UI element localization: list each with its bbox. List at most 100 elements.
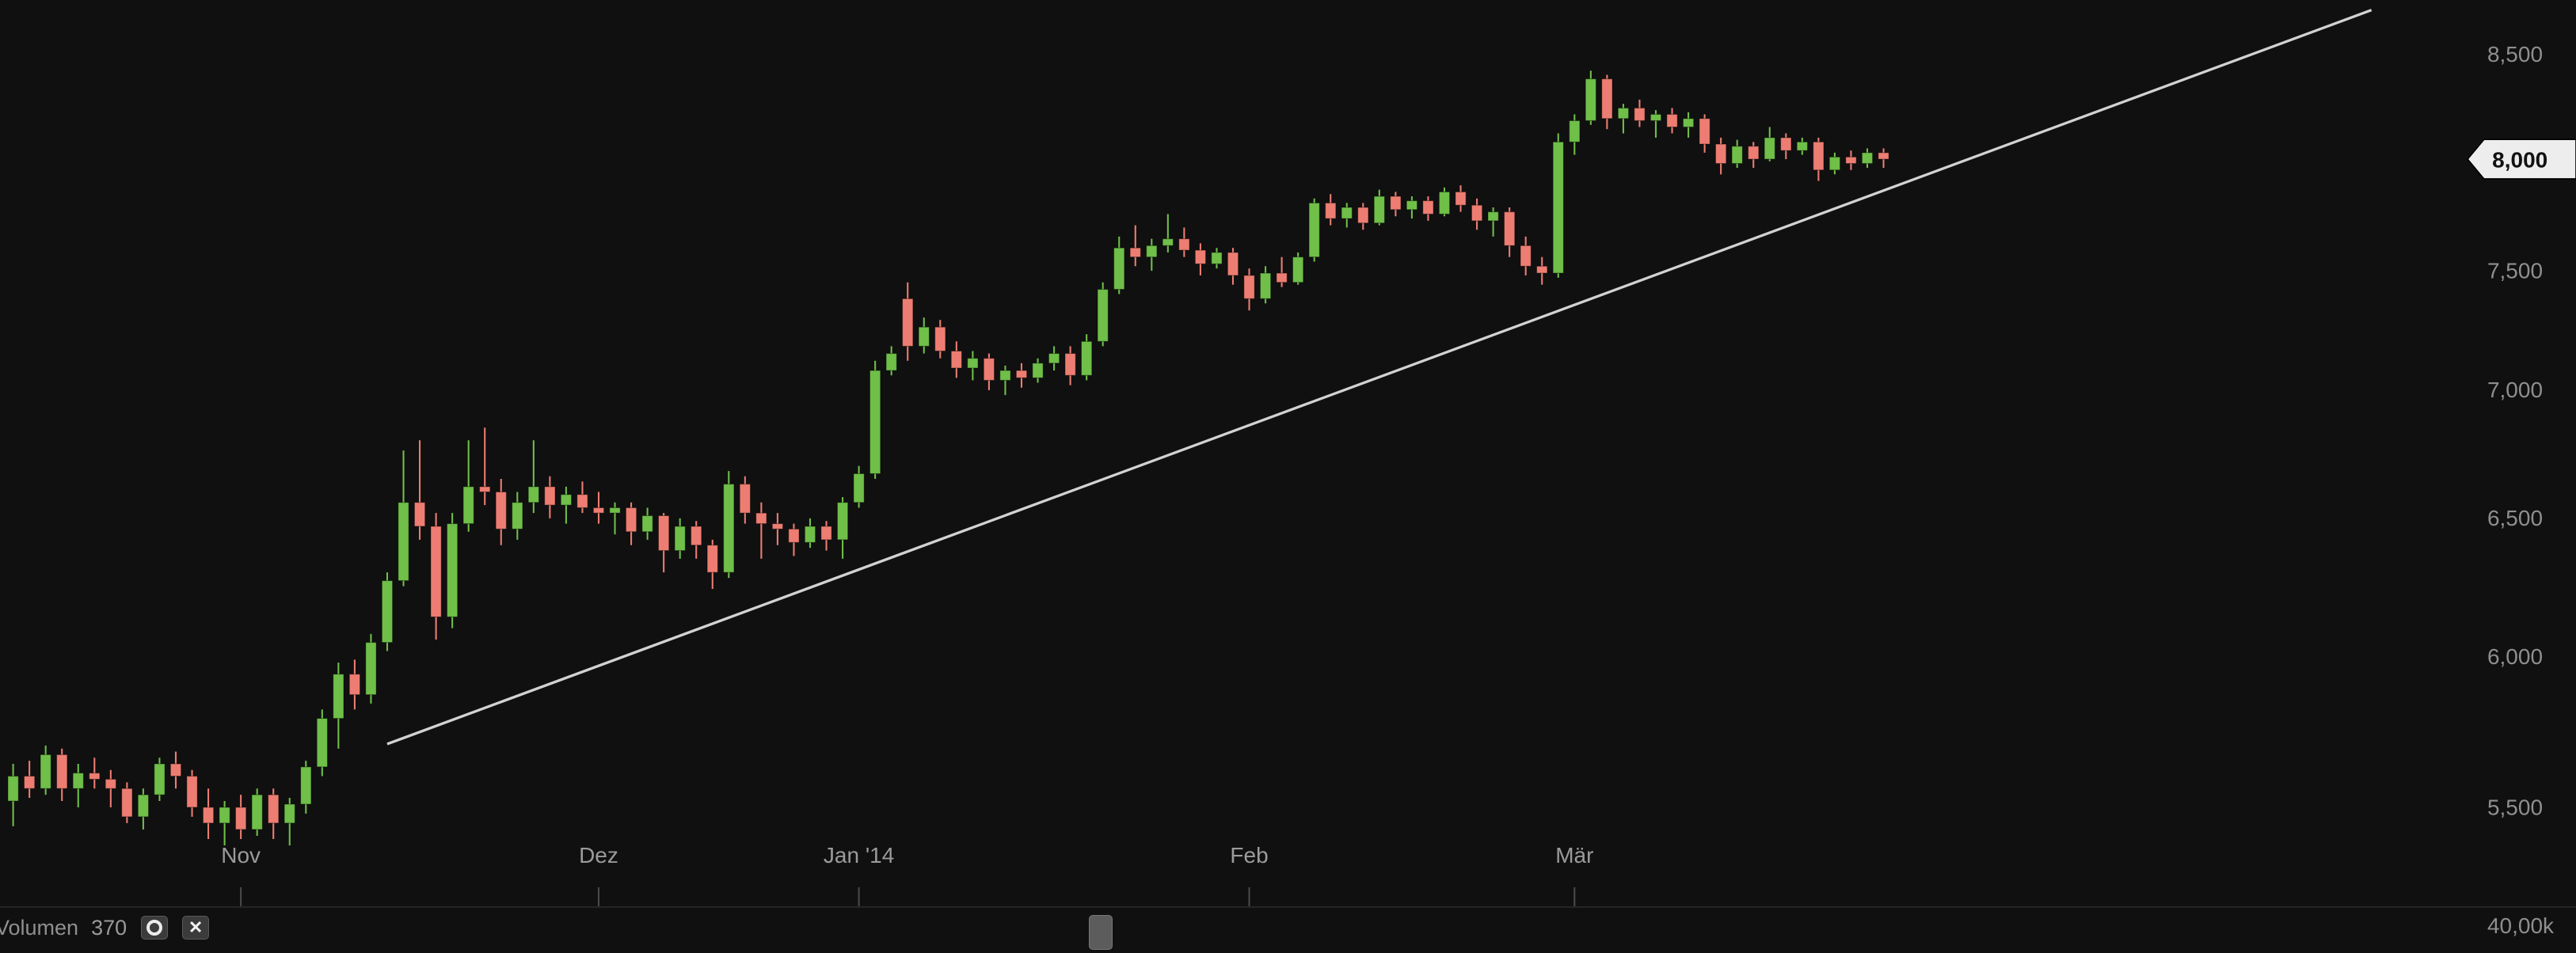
- indicator-remove-button[interactable]: ✕: [182, 916, 210, 940]
- candle-body: [1569, 120, 1581, 142]
- candle-body: [1520, 245, 1532, 267]
- candle-body: [999, 370, 1011, 381]
- candle-body: [820, 526, 832, 541]
- candle-body: [365, 642, 377, 696]
- candle-body: [316, 718, 328, 768]
- candle-body: [739, 484, 751, 514]
- candle-body: [1032, 363, 1044, 378]
- candle-body: [641, 514, 653, 533]
- candle-body: [154, 763, 166, 795]
- candle-body: [381, 580, 394, 644]
- candle-body: [1552, 141, 1564, 274]
- candle-body: [804, 526, 816, 543]
- candle-body: [1748, 146, 1760, 160]
- candle-body: [348, 674, 361, 696]
- candle-body: [430, 526, 442, 617]
- candle-body: [7, 776, 19, 802]
- y-axis-label: 7,500: [2487, 258, 2543, 283]
- candle-body: [1373, 196, 1386, 224]
- circle-icon: [146, 920, 163, 936]
- candle-body: [1080, 340, 1093, 376]
- candle-body: [1780, 137, 1792, 151]
- candle-body: [121, 788, 133, 818]
- candle-body: [576, 494, 588, 508]
- candle-body: [1715, 143, 1727, 165]
- candle-body: [836, 502, 849, 541]
- candle-body: [771, 523, 784, 530]
- candle-body: [1634, 107, 1646, 121]
- candle-body: [1828, 156, 1841, 171]
- candle-body: [657, 514, 670, 552]
- candle-body: [1048, 353, 1060, 364]
- candle-body: [333, 674, 344, 719]
- candle-body: [1243, 275, 1255, 299]
- candle-body: [1406, 200, 1418, 211]
- candle-body: [983, 358, 995, 381]
- candle-body: [1390, 196, 1402, 211]
- candle-body: [1211, 252, 1223, 264]
- scrollbar-thumb[interactable]: [1089, 915, 1113, 950]
- volume-axis-label: 40,00k: [2487, 913, 2555, 938]
- candle-body: [1227, 252, 1239, 276]
- candle-body: [967, 358, 979, 369]
- candle-body: [1325, 202, 1337, 219]
- candle-body: [186, 776, 198, 808]
- x-axis-label: Feb: [1230, 843, 1268, 868]
- candle-body: [1536, 265, 1548, 274]
- candle-body: [1878, 152, 1889, 160]
- candle-body: [1666, 113, 1678, 127]
- candle-body: [544, 486, 556, 506]
- candle-body: [1601, 78, 1613, 120]
- candle-body: [1682, 118, 1695, 127]
- candle-body: [23, 776, 36, 789]
- indicator-value: 370: [91, 916, 127, 940]
- candle-body: [137, 794, 150, 818]
- candle-body: [1064, 353, 1076, 376]
- candle-body: [885, 353, 897, 371]
- last-price-badge: [2466, 139, 2576, 180]
- candle-body: [1422, 200, 1434, 215]
- candle-body: [1487, 211, 1499, 222]
- candle-body: [462, 486, 474, 525]
- y-axis-label: 8,500: [2487, 42, 2543, 66]
- y-axis-label: 6,500: [2487, 506, 2543, 530]
- x-axis-label: Mär: [1555, 843, 1593, 868]
- candle-body: [1259, 272, 1272, 299]
- candle-body: [1292, 256, 1304, 283]
- candle-body: [1699, 118, 1710, 145]
- candle-body: [300, 766, 312, 805]
- candle-body: [169, 763, 182, 777]
- candle-body: [72, 773, 84, 789]
- candle-body: [1861, 152, 1874, 165]
- trendline[interactable]: [386, 9, 2372, 746]
- candle-body: [495, 491, 507, 530]
- last-price-label: 8,000: [2492, 147, 2547, 172]
- candle-body: [853, 473, 865, 503]
- indicator-legend: Volumen 370 ✕: [0, 910, 210, 945]
- candle-body: [918, 326, 930, 347]
- candle-body: [1276, 272, 1288, 283]
- candle-body: [1585, 78, 1597, 121]
- candle-body: [934, 326, 946, 352]
- candle-body: [788, 528, 800, 543]
- candle-body: [202, 807, 215, 824]
- close-icon: ✕: [188, 917, 204, 937]
- candle-body: [1113, 247, 1125, 290]
- x-axis-label: Jan '14: [824, 843, 894, 868]
- candle-body: [609, 507, 621, 514]
- candle-body: [560, 494, 573, 506]
- candle-body: [1764, 137, 1775, 160]
- candle-body: [398, 502, 409, 582]
- candle-body: [1471, 204, 1483, 222]
- indicator-toggle-button[interactable]: [141, 916, 169, 940]
- candle-body: [234, 807, 247, 830]
- candle-body: [1357, 207, 1369, 224]
- candle-body: [105, 778, 116, 789]
- candle-body: [268, 794, 280, 824]
- candle-body: [723, 484, 735, 573]
- y-axis-label: 5,500: [2487, 795, 2543, 819]
- candle-body: [1015, 370, 1028, 378]
- candle-body: [1438, 191, 1451, 215]
- candle-body: [950, 350, 962, 369]
